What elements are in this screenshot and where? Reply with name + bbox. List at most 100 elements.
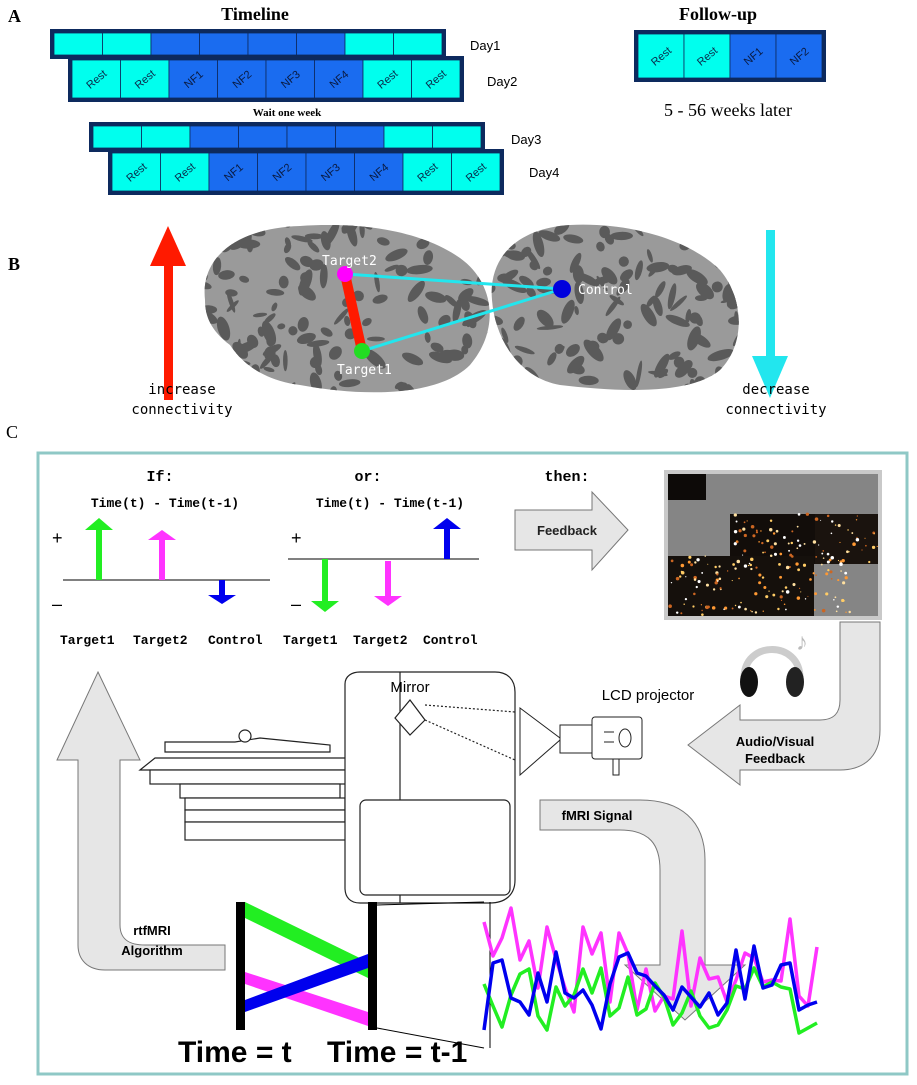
or-target1-label: Target1 — [283, 633, 338, 648]
block-nf4 — [314, 59, 364, 99]
or-control-up-arrow-icon — [433, 518, 461, 559]
projector-icon — [519, 707, 643, 777]
block-rest — [451, 152, 501, 192]
day-label: Day4 — [529, 165, 559, 180]
block-nf1 — [150, 32, 200, 56]
panel-c-label: C — [6, 422, 18, 442]
fmri-signal-label: fMRI Signal — [562, 808, 633, 823]
decrease-label-2: connectivity — [725, 402, 826, 418]
zoom-line-top — [376, 901, 485, 906]
algorithm-label-1: rtfMRI — [133, 923, 171, 938]
zoom-line-bottom — [376, 1027, 485, 1049]
block-nf2 — [775, 33, 823, 79]
if-target1-up-arrow-icon — [85, 518, 113, 580]
connection-target1-target2 — [340, 272, 367, 353]
block-rest — [71, 59, 121, 99]
block-rest — [383, 125, 433, 149]
mri-scanner — [138, 671, 516, 904]
brain-right — [491, 224, 739, 390]
block-rest — [111, 152, 161, 192]
av-feedback-arrow-icon — [687, 621, 881, 787]
block-rest — [141, 125, 191, 149]
lcd-projector-label: LCD projector — [602, 687, 695, 704]
wait-text: Wait one week — [253, 107, 322, 119]
panel-a-label: A — [8, 6, 21, 26]
followup-blocks: Rest Rest NF1 NF2 — [634, 30, 826, 82]
node-target1-label: Target1 — [337, 363, 392, 378]
or-target2-down-arrow-icon — [374, 561, 402, 606]
followup-title: Follow-up — [679, 4, 757, 24]
day-label: Day1 — [470, 38, 500, 53]
band-target2 — [245, 972, 368, 1026]
block-rest — [432, 125, 482, 149]
if-plus: + — [52, 528, 63, 548]
music-note-icon: ♪ — [796, 629, 808, 656]
if-diff-label: Time(t) - Time(t-1) — [91, 496, 239, 511]
block-rest — [120, 59, 170, 99]
connection-target1-control — [361, 287, 563, 353]
connection-target2-control — [344, 272, 563, 291]
if-target2-label: Target2 — [133, 633, 188, 648]
block-nf4 — [354, 152, 404, 192]
block-rest — [411, 59, 461, 99]
day-label: Day2 — [487, 74, 517, 89]
or-label: or: — [354, 469, 381, 486]
block-rest — [92, 125, 142, 149]
node-target2-label: Target2 — [322, 254, 377, 269]
block-rest — [102, 32, 152, 56]
if-label: If: — [146, 469, 173, 486]
av-feedback-label-2: Feedback — [745, 751, 806, 766]
day1-row: Day1 — [50, 29, 500, 59]
block-nf4 — [296, 32, 346, 56]
increase-arrow-icon — [150, 226, 186, 400]
or-diff-label: Time(t) - Time(t-1) — [316, 496, 464, 511]
then-label: then: — [544, 469, 589, 486]
block-rest — [393, 32, 443, 56]
feedback-image — [664, 470, 882, 620]
day2-row: Rest Rest NF1 NF2 NF3 NF4 Rest Rest Day2 — [68, 56, 517, 102]
increase-label-2: connectivity — [131, 402, 232, 418]
node-control — [553, 280, 571, 298]
decrease-arrow-icon — [752, 230, 788, 398]
or-minus: – — [291, 594, 301, 614]
time-t1-label: Time = t-1 — [327, 1036, 467, 1069]
timeline: Day1 Rest Rest NF1 NF2 NF3 NF4 Rest Rest Day2 Day3… — [50, 29, 559, 195]
or-target1-down-arrow-icon — [311, 559, 339, 612]
fmri-signal-arrow-icon — [539, 799, 747, 1021]
feedback-label: Feedback — [537, 523, 598, 538]
svg-text:♪: ♪ — [796, 629, 808, 656]
if-control-down-arrow-icon — [208, 580, 236, 604]
block-nf3 — [247, 32, 297, 56]
band-control — [245, 954, 368, 1012]
time-t1-bar — [368, 902, 377, 1030]
followup-row: Rest Rest NF1 NF2 — [634, 30, 826, 82]
or-target2-label: Target2 — [353, 633, 408, 648]
block-nf1 — [189, 125, 239, 149]
node-target2 — [337, 266, 353, 282]
mirror-label: Mirror — [390, 679, 429, 696]
block-nf3 — [265, 59, 315, 99]
block-nf3 — [286, 125, 336, 149]
feedback-arrow-icon — [514, 490, 629, 572]
block-nf2 — [238, 125, 288, 149]
signal-traces — [482, 906, 819, 1035]
algorithm-label-2: Algorithm — [121, 943, 182, 958]
block-nf1 — [208, 152, 258, 192]
day4-row: Rest Rest NF1 NF2 NF3 NF4 Rest Rest Day4 — [108, 149, 559, 195]
day-label: Day3 — [511, 132, 541, 147]
day3-row: Day3 — [89, 122, 541, 152]
node-control-label: Control — [578, 283, 633, 298]
if-target1-label: Target1 — [60, 633, 115, 648]
algorithm-arrow-icon — [56, 670, 226, 971]
block-rest — [344, 32, 394, 56]
panel-b-label: B — [8, 254, 20, 274]
if-minus: – — [52, 594, 62, 614]
timeline-title: Timeline — [221, 4, 289, 24]
or-plus: + — [291, 528, 302, 548]
block-nf1 — [729, 33, 777, 79]
if-target2-up-arrow-icon — [148, 530, 176, 580]
node-target1 — [354, 343, 370, 359]
block-rest — [683, 33, 731, 79]
decrease-label-1: decrease — [742, 382, 809, 398]
